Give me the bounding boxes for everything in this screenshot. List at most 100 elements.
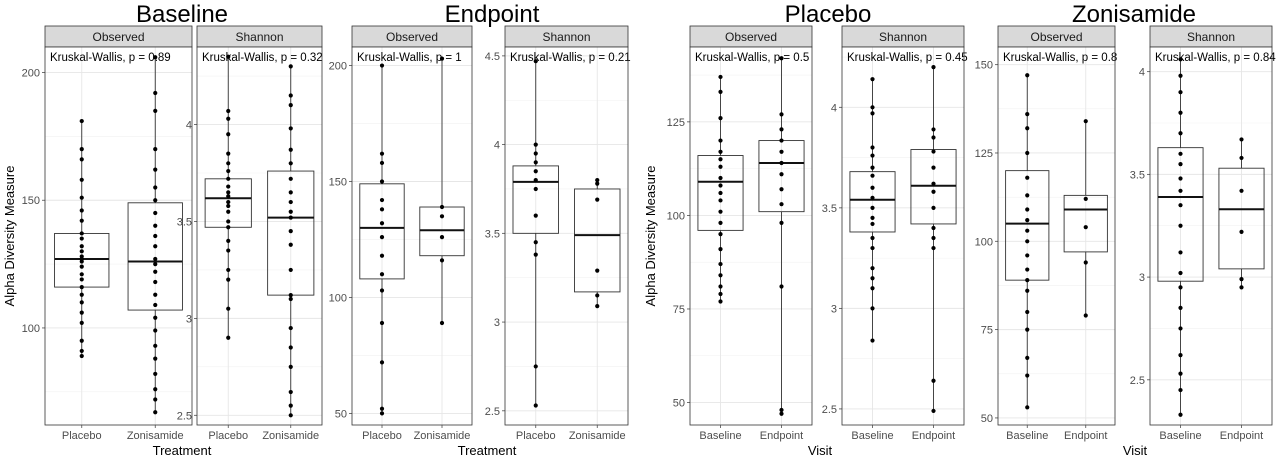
data-point-placebo (226, 209, 231, 214)
data-point-endpoint (931, 205, 936, 210)
x-tick-label: Endpoint (1220, 430, 1263, 442)
x-tick-label: Endpoint (1064, 430, 1107, 442)
data-point-zonisamide (153, 198, 158, 203)
data-point-placebo (79, 264, 84, 269)
data-point-placebo (79, 157, 84, 162)
x-tick-label: Placebo (208, 430, 248, 442)
y-tick-label: 100 (22, 323, 40, 335)
y-tick-label: 3 (186, 313, 192, 325)
kruskal-wallis-annotation: Kruskal-Wallis, p = 0.32 (202, 52, 323, 64)
data-point-placebo (379, 207, 385, 212)
data-point-endpoint (779, 220, 784, 226)
x-tick-label: Zonisamide (127, 430, 184, 442)
data-point-baseline (1025, 126, 1030, 131)
data-point-placebo (79, 244, 84, 249)
data-point-zonisamide (153, 356, 158, 361)
data-point-baseline (1178, 387, 1183, 393)
data-point-baseline (870, 105, 875, 110)
panel-placebo-observed: Observed 50 75 100 125 Kruskal-Wallis, p = 0.… (667, 25, 813, 442)
y-tick-label: 125 (975, 148, 993, 160)
data-point-baseline (1178, 188, 1183, 193)
data-point-baseline (1178, 110, 1183, 115)
panel-baseline-shannon: Shannon 2.5 3 3.5 4 Kruskal-Wallis, p = 0.32 P… (177, 25, 323, 442)
facet-label: Shannon (1187, 30, 1235, 44)
data-point-baseline (1178, 151, 1183, 156)
data-point-zonisamide (153, 90, 158, 96)
y-tick-label: 150 (329, 177, 347, 189)
box-baseline (849, 171, 896, 233)
y-tick-label: 50 (673, 398, 685, 410)
data-point-baseline (1025, 355, 1030, 360)
plot-background (842, 47, 964, 425)
y-tick-label: 50 (335, 408, 347, 420)
data-point-endpoint (931, 408, 936, 414)
data-point-baseline (870, 205, 875, 210)
y-tick-label: 2.5 (822, 404, 837, 416)
data-point-baseline (1025, 207, 1030, 212)
data-point-placebo (533, 240, 538, 245)
data-point-endpoint (1083, 260, 1088, 265)
data-point-baseline (718, 299, 723, 304)
y-tick-label: 200 (22, 68, 40, 80)
data-point-placebo (533, 364, 538, 369)
y-tick-label: 3 (1139, 272, 1145, 284)
data-point-baseline (1178, 161, 1183, 167)
data-point-placebo (226, 108, 231, 114)
data-point-zonisamide (153, 261, 158, 267)
x-tick-label: Placebo (516, 430, 556, 442)
data-point-baseline (1025, 278, 1030, 283)
data-point-endpoint (779, 149, 784, 154)
data-point-endpoint (931, 181, 936, 186)
data-point-baseline (718, 198, 723, 203)
data-point-baseline (1178, 57, 1183, 62)
data-point-zonisamide (439, 214, 445, 219)
data-point-endpoint (1239, 229, 1244, 234)
data-point-zonisamide (595, 197, 600, 202)
data-point-placebo (226, 176, 231, 181)
data-point-zonisamide (288, 267, 293, 273)
data-point-baseline (1178, 73, 1183, 78)
data-point-baseline (870, 338, 875, 343)
data-point-placebo (533, 177, 538, 183)
data-point-baseline (718, 89, 723, 95)
data-point-baseline (870, 173, 875, 178)
data-point-placebo (226, 225, 231, 230)
facet-label: Shannon (235, 30, 283, 44)
data-point-placebo (379, 235, 385, 240)
data-point-baseline (1178, 305, 1183, 311)
y-tick-label: 3.5 (822, 203, 837, 215)
data-point-zonisamide (439, 320, 445, 326)
y-tick-label: 125 (667, 117, 685, 129)
data-point-zonisamide (288, 199, 293, 205)
data-point-zonisamide (153, 292, 158, 297)
y-tick-label: 4 (831, 102, 837, 114)
data-point-endpoint (1239, 155, 1244, 161)
data-point-baseline (1025, 112, 1030, 117)
data-point-endpoint (1239, 188, 1244, 193)
data-point-zonisamide (153, 167, 158, 172)
data-point-endpoint (931, 235, 936, 241)
data-point-baseline (870, 195, 875, 200)
data-point-baseline (870, 276, 875, 281)
data-point-placebo (533, 403, 538, 408)
data-point-placebo (79, 284, 84, 290)
x-axis-label: Treatment (153, 443, 212, 458)
data-point-endpoint (931, 149, 936, 154)
y-tick-label: 100 (667, 210, 685, 222)
kruskal-wallis-annotation: Kruskal-Wallis, p = 0.21 (510, 52, 631, 64)
data-point-baseline (718, 284, 723, 289)
data-point-baseline (1178, 412, 1183, 417)
data-point-baseline (1025, 288, 1030, 293)
data-point-zonisamide (595, 181, 600, 186)
y-tick-label: 75 (981, 325, 993, 337)
data-point-endpoint (931, 225, 936, 231)
data-point-placebo (226, 267, 231, 273)
data-point-baseline (870, 145, 875, 150)
y-tick-label: 150 (975, 60, 993, 72)
data-point-zonisamide (595, 293, 600, 298)
panel-border (504, 46, 629, 426)
data-point-baseline (1178, 371, 1183, 376)
y-tick-label: 2.5 (1130, 375, 1145, 387)
data-point-placebo (379, 253, 385, 258)
